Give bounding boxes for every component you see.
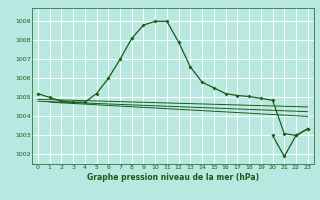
X-axis label: Graphe pression niveau de la mer (hPa): Graphe pression niveau de la mer (hPa): [87, 173, 259, 182]
